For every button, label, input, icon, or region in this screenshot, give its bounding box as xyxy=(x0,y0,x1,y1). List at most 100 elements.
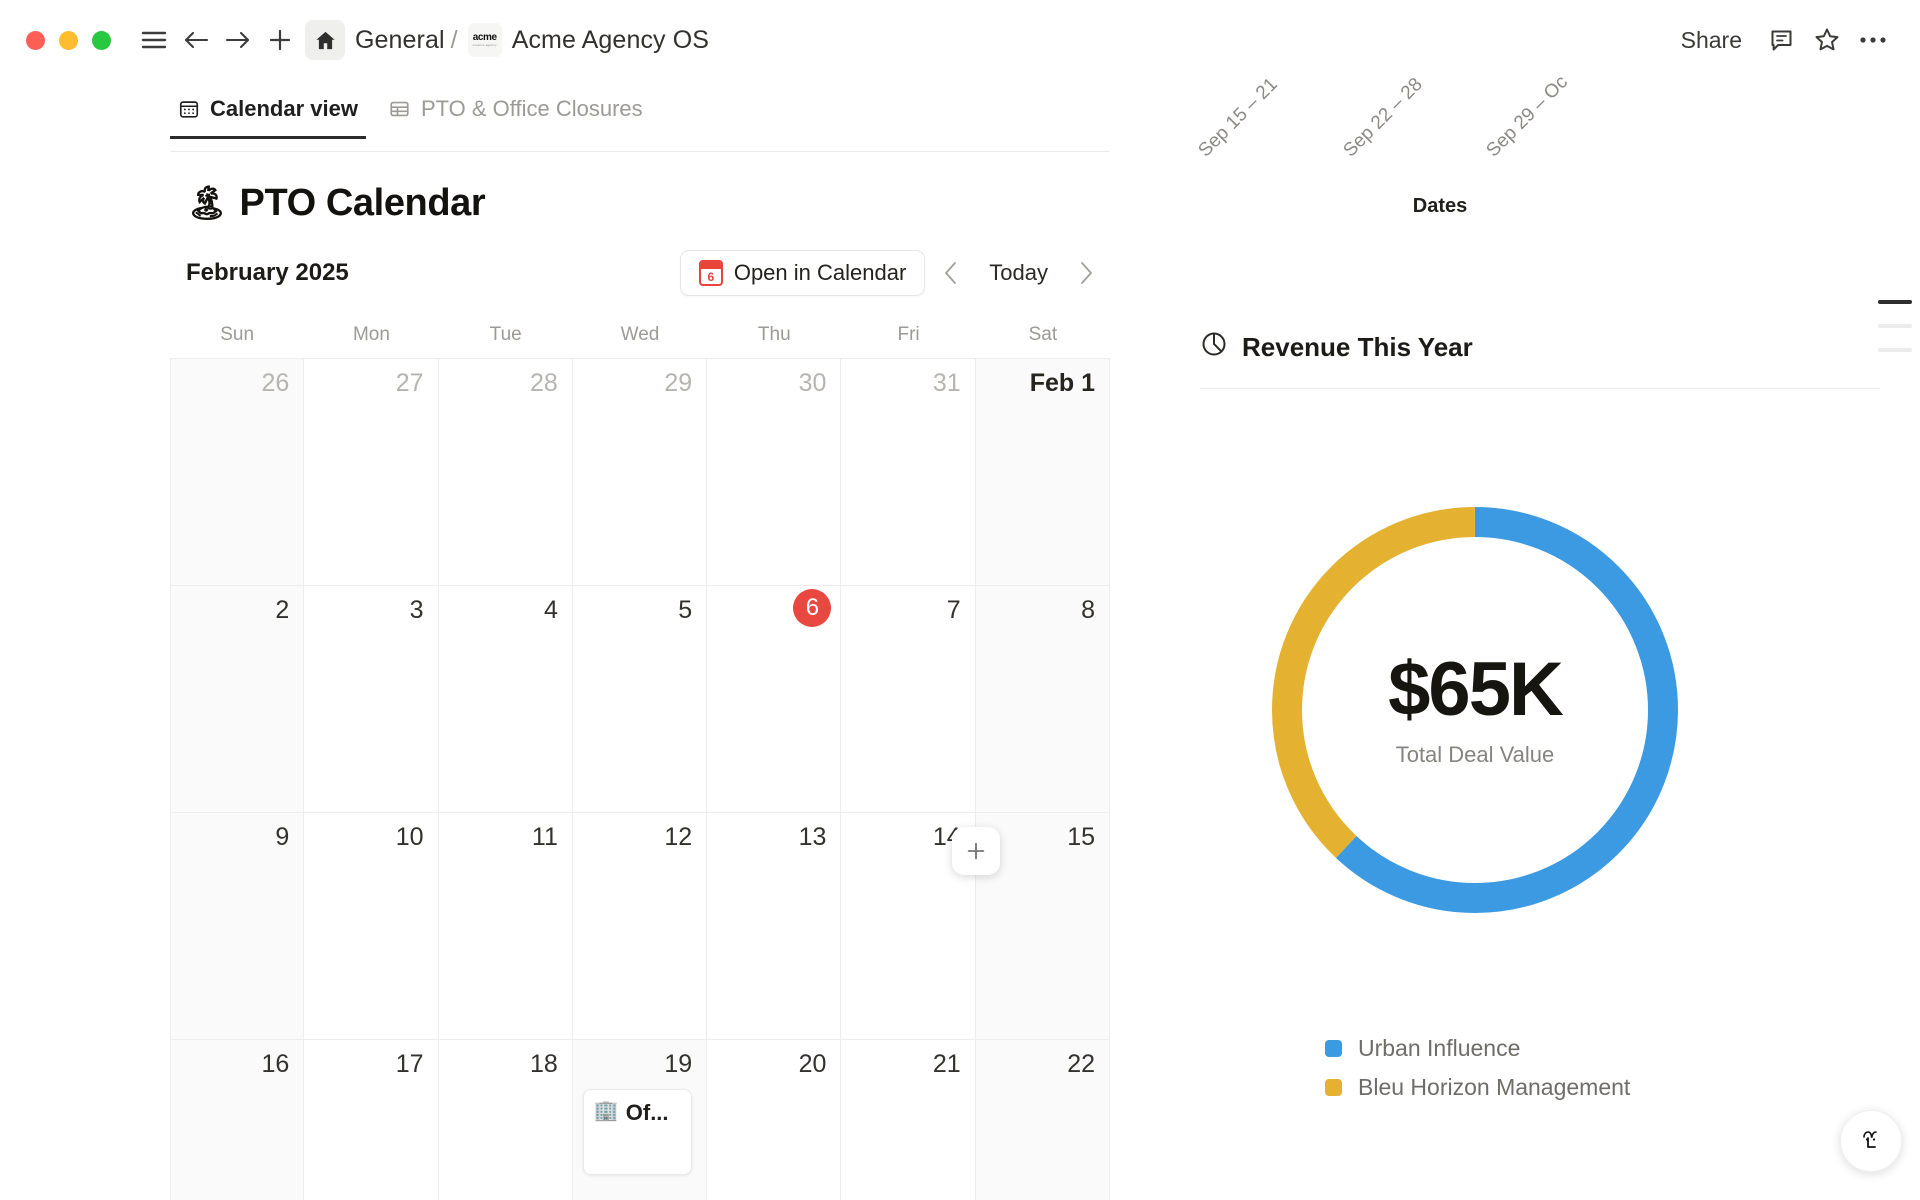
calendar-day-cell[interactable]: 31 xyxy=(841,359,976,585)
day-number: 21 xyxy=(932,1050,961,1078)
calendar-day-cell[interactable]: 2 xyxy=(170,586,305,812)
calendar-day-cell[interactable]: 10 xyxy=(304,813,439,1039)
face-assistant-icon xyxy=(1863,1131,1877,1148)
calendar-day-cell[interactable]: 18 xyxy=(439,1040,573,1200)
legend-item[interactable]: Urban Influence xyxy=(1325,1035,1630,1062)
close-button[interactable] xyxy=(26,30,45,50)
day-number: 12 xyxy=(664,823,693,851)
page-title-text: PTO Calendar xyxy=(239,182,486,224)
legend-item[interactable]: Bleu Horizon Management xyxy=(1325,1074,1630,1101)
day-number: 18 xyxy=(530,1050,558,1078)
palm-tree-icon: 🏝 xyxy=(186,184,228,221)
titlebar-actions: Share xyxy=(1667,19,1894,61)
day-number: 9 xyxy=(275,823,290,851)
calendar-day-cell[interactable]: 20 xyxy=(707,1040,842,1200)
calendar-day-cell[interactable]: 28 xyxy=(439,359,573,585)
calendar-day-cell[interactable]: 17 xyxy=(304,1040,439,1200)
calendar-day-cell[interactable]: 26 xyxy=(170,359,305,585)
legend-label: Bleu Horizon Management xyxy=(1358,1074,1631,1100)
day-number: 4 xyxy=(543,596,558,624)
day-number: 29 xyxy=(664,369,693,397)
day-number: 28 xyxy=(530,369,558,397)
dow-sun: Sun xyxy=(220,324,255,345)
breadcrumb-separator: / xyxy=(450,25,458,54)
workspace-logo-sub: creative agency xyxy=(472,43,497,47)
revenue-donut-chart: $65K Total Deal Value xyxy=(1255,490,1695,930)
day-number: 22 xyxy=(1067,1050,1095,1078)
section-scroll-indicator[interactable] xyxy=(1878,300,1912,352)
chevron-right-icon[interactable] xyxy=(1066,253,1106,293)
scroll-mark[interactable] xyxy=(1878,348,1912,352)
star-icon[interactable] xyxy=(1806,19,1848,61)
calendar-event-title: Of... xyxy=(625,1100,669,1125)
day-number: Feb 1 xyxy=(1029,369,1095,397)
calendar-day-cell[interactable]: 30 xyxy=(707,359,842,585)
arrow-left-icon[interactable] xyxy=(175,19,217,61)
calendar-day-cell[interactable]: 12 xyxy=(573,813,708,1039)
day-number: 17 xyxy=(395,1050,424,1078)
workspace-logo: acme creative agency xyxy=(467,23,502,57)
minimize-button[interactable] xyxy=(59,30,78,50)
calendar-day-cell[interactable]: 11 xyxy=(439,813,573,1039)
comment-icon[interactable] xyxy=(1760,19,1802,61)
axis-tick-label: Sep 22 – 28 xyxy=(1339,73,1427,162)
dow-mon: Mon xyxy=(352,324,390,345)
maximize-button[interactable] xyxy=(92,30,111,50)
legend-swatch xyxy=(1325,1040,1342,1057)
today-marker: 6 xyxy=(793,589,832,627)
calendar-day-cell[interactable]: 8 xyxy=(975,586,1110,812)
calendar-day-cell[interactable]: 3 xyxy=(304,586,439,812)
calendar-day-cell[interactable]: 13 xyxy=(707,813,842,1039)
calendar-day-cell[interactable]: 7 xyxy=(841,586,976,812)
arrow-right-icon[interactable] xyxy=(217,19,259,61)
calendar-day-cell[interactable]: 5 xyxy=(573,586,708,812)
open-in-calendar-button[interactable]: 6 Open in Calendar xyxy=(679,250,926,296)
tab-calendar-view[interactable]: Calendar view xyxy=(170,96,366,139)
calendar-day-cell[interactable]: Feb 1 xyxy=(975,359,1110,585)
calendar-day-cell-today[interactable]: 6 xyxy=(707,586,842,812)
revenue-section-title: Revenue This Year xyxy=(1242,332,1473,362)
scroll-mark-active[interactable] xyxy=(1878,300,1912,304)
today-button[interactable]: Today xyxy=(989,260,1048,285)
calendar-day-cell[interactable]: 29 xyxy=(573,359,708,585)
calendar-day-cell[interactable]: 15 xyxy=(951,813,1110,1039)
home-icon[interactable] xyxy=(305,20,345,60)
donut-slice-urban-influence[interactable] xyxy=(1272,507,1678,913)
calendar-day-cell[interactable]: 16 xyxy=(170,1040,305,1200)
add-event-button[interactable] xyxy=(951,827,1000,875)
calendar-grid: Sun Mon Tue Wed Thu Fri Sat 26 27 28 xyxy=(170,312,1110,1200)
calendar-day-cell[interactable]: 9 xyxy=(170,813,305,1039)
day-number: 16 xyxy=(261,1050,290,1078)
more-horizontal-icon[interactable] xyxy=(1852,19,1894,61)
open-in-calendar-label: Open in Calendar xyxy=(733,260,907,285)
breadcrumb-current[interactable]: Acme Agency OS xyxy=(511,25,710,54)
calendar-toolbar-actions: 6 Open in Calendar Today xyxy=(679,250,1106,296)
day-number: 15 xyxy=(1067,823,1095,851)
calendar-day-cell[interactable]: 21 xyxy=(841,1040,976,1200)
hamburger-icon[interactable] xyxy=(133,19,175,61)
calendar-day-cell[interactable]: 4 xyxy=(439,586,573,812)
donut-slice-bleu-horizon[interactable] xyxy=(1272,507,1678,913)
calendar-weeks: 26 27 28 29 30 31 Feb 1 xyxy=(170,358,1110,1200)
day-number: 27 xyxy=(395,369,424,397)
workspace-logo-text: acme xyxy=(472,32,497,43)
calendar-day-cell[interactable]: 19 🏢 Of... xyxy=(572,1040,708,1200)
calendar-week-row: 9 10 11 12 13 14 xyxy=(170,813,1110,1040)
dow-wed: Wed xyxy=(620,324,660,345)
view-tabs: Calendar view PTO & Office Closures xyxy=(170,96,1110,152)
tab-pto-office-closures[interactable]: PTO & Office Closures xyxy=(380,96,651,136)
calendar-day-cell[interactable]: 27 xyxy=(304,359,439,585)
share-button[interactable]: Share xyxy=(1680,26,1742,53)
breadcrumb-parent[interactable]: General xyxy=(355,25,445,54)
plus-icon[interactable] xyxy=(259,19,301,61)
dow-sat: Sat xyxy=(1028,324,1058,345)
chevron-left-icon[interactable] xyxy=(931,253,971,293)
assistant-fab-button[interactable] xyxy=(1840,1110,1902,1172)
calendar-day-cell[interactable]: 22 xyxy=(975,1040,1110,1200)
day-number: 20 xyxy=(798,1050,827,1078)
axis-tick-label: Sep 15 – 21 xyxy=(1194,73,1282,162)
day-number: 19 xyxy=(664,1050,693,1078)
day-number: 14 xyxy=(932,823,961,851)
scroll-mark[interactable] xyxy=(1878,324,1912,328)
calendar-event-card[interactable]: 🏢 Of... xyxy=(582,1089,693,1175)
